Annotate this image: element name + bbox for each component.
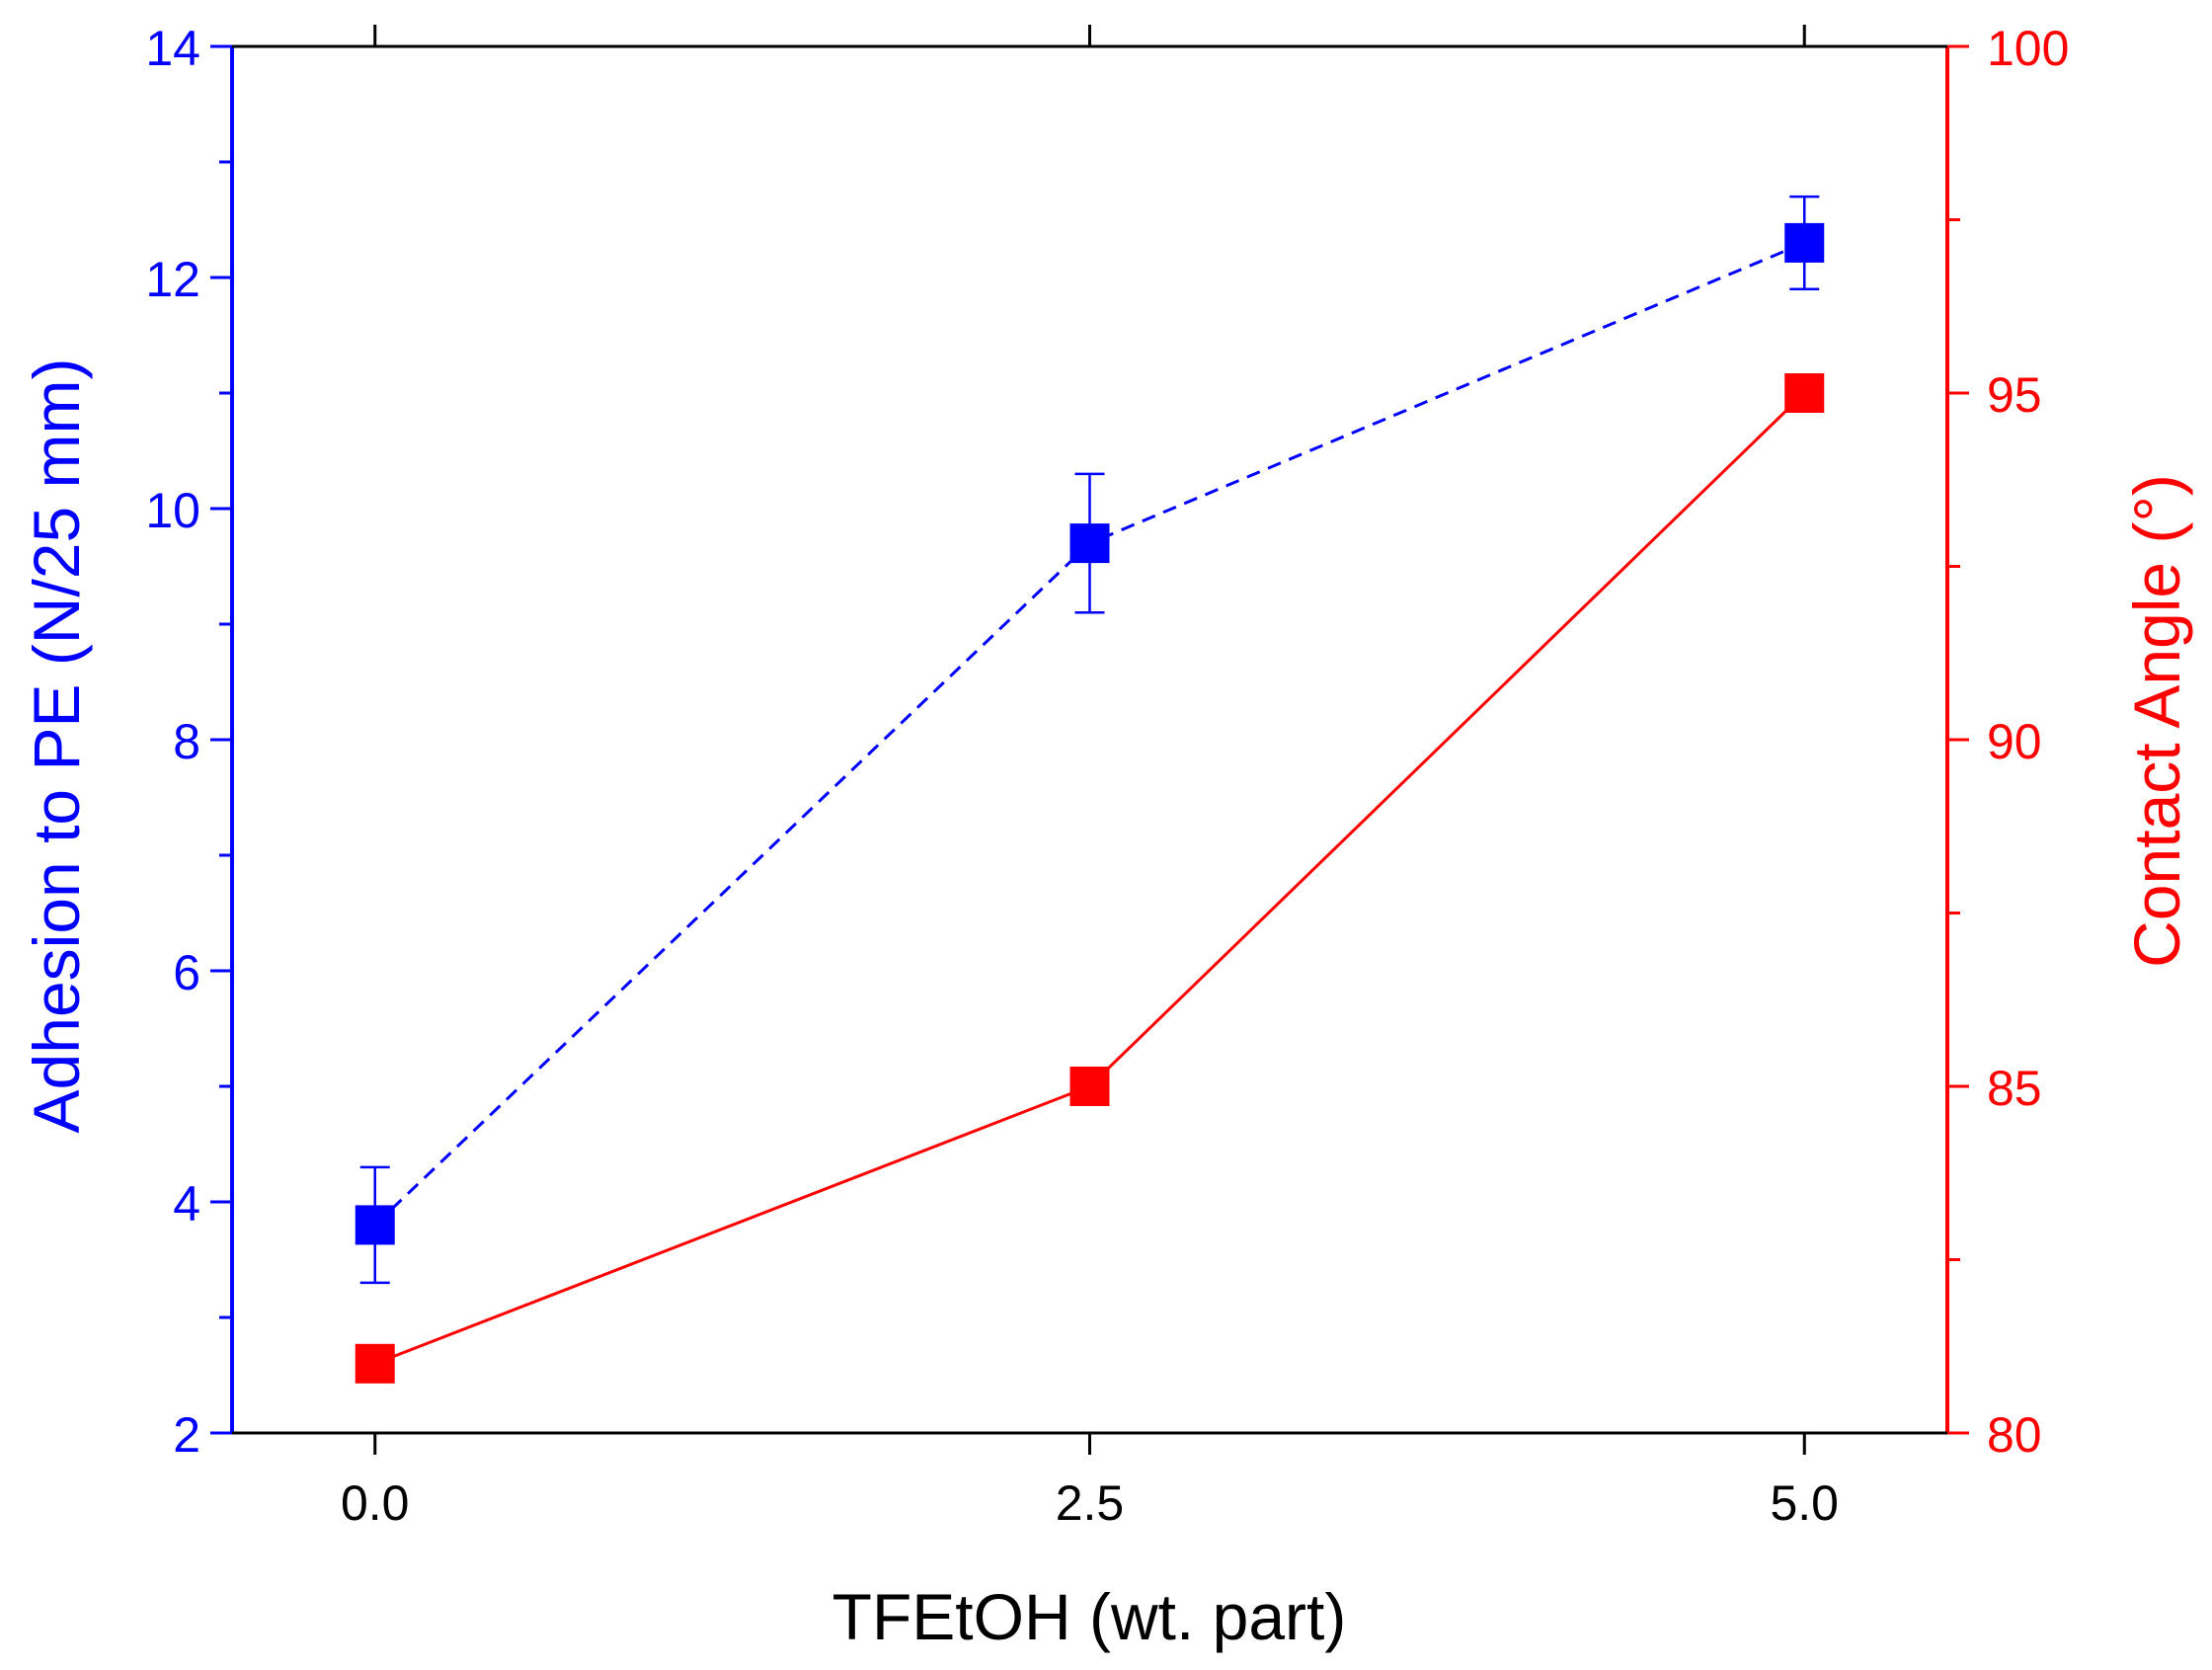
right-y-axis: 80 85 90 95 100 [1945,21,2069,1463]
contact-angle-point [355,1343,395,1384]
x-axis: 0.0 2.5 5.0 [232,25,1947,1531]
right-tick-label: 90 [1987,714,2042,769]
contact-angle-point [1784,373,1825,413]
right-tick-label: 100 [1987,21,2069,76]
adhesion-point [1069,523,1110,564]
right-axis-title: Contact Angle (°) [2120,474,2193,968]
adhesion-point [1784,222,1825,263]
right-tick-label: 80 [1987,1407,2042,1463]
x-tick-label: 2.5 [1056,1475,1125,1531]
left-tick-label: 12 [145,252,200,307]
left-tick-label: 2 [173,1407,200,1463]
right-tick-label: 95 [1987,367,2042,423]
left-tick-label: 4 [173,1176,200,1232]
left-tick-label: 10 [145,483,200,538]
contact-angle-point [1069,1067,1110,1106]
left-axis-title: Adhesion to PE (N/25 mm) [20,358,93,1134]
left-tick-label: 8 [173,714,200,769]
left-tick-label: 14 [145,21,200,76]
x-axis-title: TFEtOH (wt. part) [832,1580,1347,1653]
right-tick-label: 85 [1987,1061,2042,1116]
data-series [355,195,1825,1384]
adhesion-point [355,1205,395,1245]
left-tick-label: 6 [173,945,200,1000]
x-tick-label: 5.0 [1770,1475,1839,1531]
left-y-axis: 2 4 6 8 10 12 14 [145,21,234,1463]
x-tick-label: 0.0 [341,1475,410,1531]
